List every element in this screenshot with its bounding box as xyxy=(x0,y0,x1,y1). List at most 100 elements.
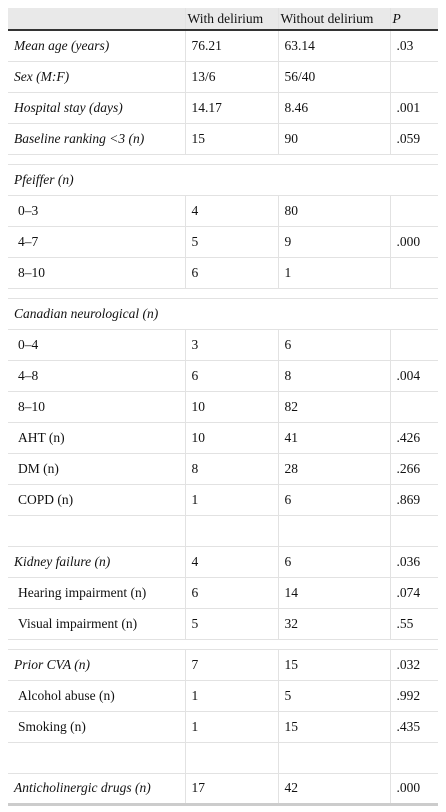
table-row: 8–10 10 82 xyxy=(8,391,438,423)
table-row: Sex (M:F) 13/6 56/40 xyxy=(8,61,438,93)
value-cell: .992 xyxy=(389,680,438,712)
value-cell xyxy=(389,329,438,361)
row-label: Pfeiffer (n) xyxy=(8,164,438,196)
value-cell: 76.21 xyxy=(184,30,278,62)
value-cell: 1 xyxy=(184,680,278,712)
table-row: Pfeiffer (n) xyxy=(8,164,438,196)
header-cell xyxy=(8,8,185,31)
value-cell: 13/6 xyxy=(184,61,278,93)
value-cell: 6 xyxy=(277,329,390,361)
value-cell: .000 xyxy=(389,773,438,806)
value-cell: 28 xyxy=(277,453,390,485)
table-row: Hearing impairment (n) 6 14.074 xyxy=(8,577,438,609)
row-label: Hospital stay (days) xyxy=(8,92,185,124)
table-row: 8–10 6 1 xyxy=(8,257,438,289)
table-row: Mean age (years) 76.21 63.14.03 xyxy=(8,30,438,62)
value-cell: 10 xyxy=(184,422,278,454)
empty-cell xyxy=(277,742,390,774)
row-label: AHT (n) xyxy=(8,422,185,454)
row-label: 8–10 xyxy=(8,257,185,289)
spacer-cell xyxy=(8,154,438,165)
header-cell: Without delirium xyxy=(277,8,390,31)
value-cell: .000 xyxy=(389,226,438,258)
value-cell xyxy=(389,257,438,289)
value-cell: 1 xyxy=(184,484,278,516)
value-cell: 80 xyxy=(277,195,390,227)
value-cell: 8 xyxy=(277,360,390,392)
header-row: With delirium Without delirium P xyxy=(8,8,438,31)
value-cell: 4 xyxy=(184,546,278,578)
value-cell: 1 xyxy=(277,257,390,289)
value-cell: .266 xyxy=(389,453,438,485)
row-label: DM (n) xyxy=(8,453,185,485)
value-cell: 5 xyxy=(277,680,390,712)
row-label: Smoking (n) xyxy=(8,711,185,743)
header-cell: With delirium xyxy=(184,8,278,31)
value-cell: 15 xyxy=(277,711,390,743)
value-cell: 3 xyxy=(184,329,278,361)
table-row: Visual impairment (n) 5 32.55 xyxy=(8,608,438,640)
value-cell: 17 xyxy=(184,773,278,806)
value-cell: .03 xyxy=(389,30,438,62)
value-cell: .435 xyxy=(389,711,438,743)
value-cell: 8 xyxy=(184,453,278,485)
empty-row xyxy=(8,742,438,774)
row-label: 0–4 xyxy=(8,329,185,361)
value-cell: 9 xyxy=(277,226,390,258)
table-row: Smoking (n) 1 15.435 xyxy=(8,711,438,743)
value-cell: 5 xyxy=(184,608,278,640)
empty-cell xyxy=(8,515,185,547)
spacer-row xyxy=(8,154,438,165)
empty-cell xyxy=(389,742,438,774)
row-label: Baseline ranking <3 (n) xyxy=(8,123,185,155)
row-label: 8–10 xyxy=(8,391,185,423)
value-cell: .059 xyxy=(389,123,438,155)
value-cell: 15 xyxy=(277,649,390,681)
value-cell: .426 xyxy=(389,422,438,454)
value-cell: 5 xyxy=(184,226,278,258)
value-cell: 6 xyxy=(277,484,390,516)
value-cell xyxy=(389,195,438,227)
row-label: Canadian neurological (n) xyxy=(8,298,438,330)
table-row: 0–4 3 6 xyxy=(8,329,438,361)
value-cell: 7 xyxy=(184,649,278,681)
value-cell: .55 xyxy=(389,608,438,640)
empty-cell xyxy=(389,515,438,547)
row-label: Kidney failure (n) xyxy=(8,546,185,578)
value-cell xyxy=(389,391,438,423)
header-cell: P xyxy=(389,8,438,31)
value-cell: 82 xyxy=(277,391,390,423)
row-label: Mean age (years) xyxy=(8,30,185,62)
table-row: Canadian neurological (n) xyxy=(8,298,438,330)
table-row: Anticholinergic drugs (n) 17 42.000 xyxy=(8,773,438,806)
value-cell: 42 xyxy=(277,773,390,806)
table-row: DM (n) 8 28.266 xyxy=(8,453,438,485)
table-row: 4–7 5 9.000 xyxy=(8,226,438,258)
empty-cell xyxy=(8,742,185,774)
empty-row xyxy=(8,515,438,547)
value-cell: 63.14 xyxy=(277,30,390,62)
table-row: 0–3 4 80 xyxy=(8,195,438,227)
value-cell: 1 xyxy=(184,711,278,743)
value-cell: .001 xyxy=(389,92,438,124)
spacer-row xyxy=(8,639,438,650)
value-cell xyxy=(389,61,438,93)
table-row: Kidney failure (n) 4 6.036 xyxy=(8,546,438,578)
value-cell: 6 xyxy=(184,360,278,392)
value-cell: 4 xyxy=(184,195,278,227)
empty-cell xyxy=(184,515,278,547)
spacer-row xyxy=(8,288,438,299)
value-cell: .036 xyxy=(389,546,438,578)
spacer-cell xyxy=(8,639,438,650)
table-row: 4–8 6 8.004 xyxy=(8,360,438,392)
empty-cell xyxy=(277,515,390,547)
value-cell: .074 xyxy=(389,577,438,609)
row-label: Prior CVA (n) xyxy=(8,649,185,681)
row-label: Hearing impairment (n) xyxy=(8,577,185,609)
value-cell: 6 xyxy=(277,546,390,578)
value-cell: .032 xyxy=(389,649,438,681)
value-cell: 14 xyxy=(277,577,390,609)
empty-cell xyxy=(184,742,278,774)
value-cell: .869 xyxy=(389,484,438,516)
